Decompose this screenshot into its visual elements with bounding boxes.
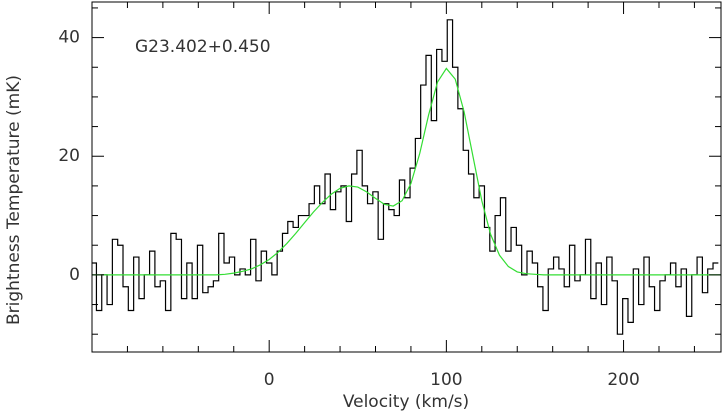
x-tick-label: 100 xyxy=(430,370,462,390)
y-tick-label: 20 xyxy=(58,146,80,166)
fit-line xyxy=(92,67,721,276)
plot-area xyxy=(92,19,721,335)
spectrum-line xyxy=(92,19,719,335)
y-axis-label: Brightness Temperature (mK) xyxy=(4,75,24,325)
x-axis-label: Velocity (km/s) xyxy=(343,392,469,412)
annotation: G23.402+0.450 xyxy=(135,37,271,57)
y-tick-label: 40 xyxy=(58,28,80,48)
x-tick-label: 0 xyxy=(264,370,275,390)
y-tick-label: 0 xyxy=(69,265,80,285)
x-tick-label: 200 xyxy=(607,370,639,390)
plot-frame xyxy=(91,1,722,353)
